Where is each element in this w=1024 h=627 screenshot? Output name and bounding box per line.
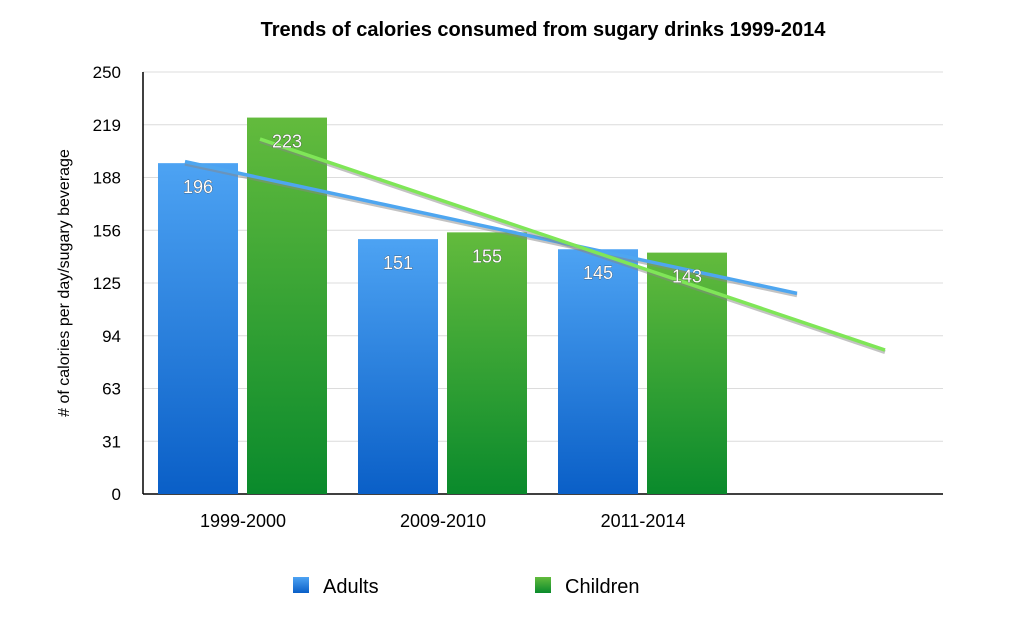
x-tick-label: 1999-2000 xyxy=(200,511,286,531)
x-tick-label: 2011-2014 xyxy=(601,511,686,531)
legend-swatch-adults xyxy=(293,577,309,593)
y-tick-label: 125 xyxy=(93,274,121,293)
bar-adults xyxy=(558,249,638,494)
y-tick-label: 250 xyxy=(93,63,121,82)
y-tick-label: 63 xyxy=(102,380,121,399)
legend-swatch-children xyxy=(535,577,551,593)
bar-adults xyxy=(358,239,438,494)
y-tick-label: 31 xyxy=(102,432,121,451)
data-label: 223 xyxy=(272,132,302,152)
trendline-shadow xyxy=(259,139,886,354)
trendline-children xyxy=(259,137,886,352)
y-tick-label: 0 xyxy=(112,485,121,504)
data-label: 196 xyxy=(183,177,213,197)
data-label: 143 xyxy=(672,267,702,287)
bar-children xyxy=(247,117,327,495)
data-label: 145 xyxy=(583,263,613,283)
x-tick-label: 2009-2010 xyxy=(400,511,486,531)
legend-label: Adults xyxy=(323,576,379,598)
y-tick-label: 94 xyxy=(102,327,121,346)
bar-children xyxy=(647,252,727,494)
y-tick-label: 156 xyxy=(93,221,121,240)
y-axis-label: # of calories per day/sugary beverage xyxy=(56,149,73,417)
y-tick-label: 219 xyxy=(93,116,121,135)
trendline-adults xyxy=(184,159,798,296)
chart-title: Trends of calories consumed from sugary … xyxy=(261,19,827,41)
y-tick-label: 188 xyxy=(93,169,121,188)
legend-label: Children xyxy=(565,576,639,598)
trendline-shadow xyxy=(184,161,798,298)
bar-children xyxy=(447,232,527,495)
data-label: 155 xyxy=(472,246,502,266)
data-label: 151 xyxy=(383,253,413,273)
bar-adults xyxy=(158,163,238,495)
